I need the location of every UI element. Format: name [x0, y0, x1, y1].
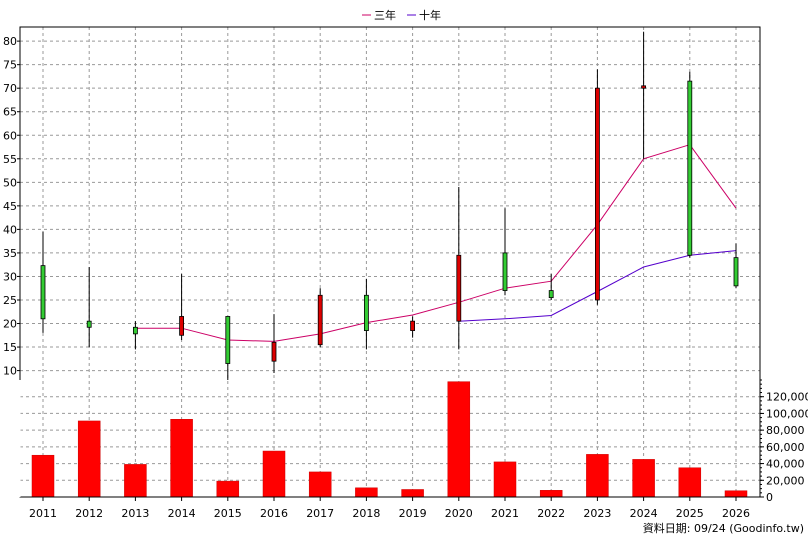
- axes: 2011 2012 2013 2014 2015 2016 2017 2018 2019 2020…: [3, 26, 808, 520]
- x-tick-label: 2026: [722, 507, 750, 520]
- price-tick-label: 60: [3, 129, 17, 142]
- volume-tick-label: 40,000: [766, 458, 805, 471]
- volume-bar: [170, 419, 193, 498]
- x-tick-label: 2018: [352, 507, 380, 520]
- price-tick-label: 65: [3, 106, 17, 119]
- volume-bar: [77, 420, 101, 498]
- volume-bar: [31, 454, 55, 498]
- volume-bar: [447, 381, 471, 498]
- price-tick-label: 15: [3, 341, 17, 354]
- volume-bar: [539, 490, 563, 498]
- volume-tick-label: 80,000: [766, 424, 805, 437]
- candle-body: [225, 316, 231, 364]
- volume-bar: [355, 487, 378, 498]
- volume-bar: [586, 454, 609, 498]
- price-tick-label: 75: [3, 59, 17, 72]
- volume-bar: [308, 471, 332, 498]
- price-tick-label: 50: [3, 176, 17, 189]
- volume-bar: [124, 464, 147, 498]
- x-tick-label: 2023: [583, 507, 611, 520]
- volume-tick-label: 20,000: [766, 474, 805, 487]
- legend-label-three-year: 三年: [374, 8, 396, 22]
- candle-body: [595, 87, 600, 301]
- line-three-year: [135, 144, 737, 342]
- price-tick-label: 70: [3, 82, 17, 95]
- volume-bars: [31, 381, 748, 498]
- candle-body: [132, 326, 138, 335]
- price-tick-label: 40: [3, 223, 17, 236]
- candle-body: [687, 80, 693, 256]
- volume-bar: [724, 490, 748, 498]
- price-tick-label: 20: [3, 318, 17, 331]
- price-tick-label: 35: [3, 247, 17, 260]
- x-tick-label: 2015: [214, 507, 242, 520]
- x-tick-label: 2022: [537, 507, 565, 520]
- x-tick-label: 2016: [260, 507, 288, 520]
- volume-bar: [262, 450, 286, 498]
- x-tick-label: 2014: [168, 507, 196, 520]
- moving-average-lines: [135, 144, 737, 342]
- candle-body: [410, 320, 416, 331]
- candle-body: [179, 316, 185, 336]
- candle-body: [641, 85, 646, 89]
- candle-body: [548, 290, 554, 299]
- grid: [20, 27, 760, 497]
- volume-tick-label: 0: [766, 491, 773, 504]
- x-tick-label: 2011: [29, 507, 57, 520]
- footer-source: 資料日期: 09/24 (Goodinfo.tw): [643, 521, 804, 535]
- price-tick-label: 25: [3, 294, 17, 307]
- x-tick-label: 2025: [676, 507, 704, 520]
- volume-bar: [678, 467, 702, 498]
- candle-body: [456, 254, 462, 322]
- candlesticks: [40, 31, 739, 380]
- candle-body: [271, 341, 277, 362]
- x-tick-label: 2020: [445, 507, 473, 520]
- volume-bar: [216, 480, 240, 498]
- plot-frame: [19, 26, 761, 498]
- candle-body: [86, 320, 92, 328]
- x-tick-label: 2021: [491, 507, 519, 520]
- volume-bar: [401, 489, 424, 498]
- price-tick-label: 80: [3, 35, 17, 48]
- candle-body: [363, 294, 369, 331]
- x-tick-label: 2012: [75, 507, 103, 520]
- legend-label-ten-year: 十年: [419, 8, 441, 22]
- price-tick-label: 55: [3, 153, 17, 166]
- legend: 三年 十年: [362, 8, 441, 22]
- candle-body: [733, 257, 739, 287]
- price-tick-label: 45: [3, 200, 17, 213]
- volume-bar: [632, 459, 655, 498]
- x-tick-label: 2019: [399, 507, 427, 520]
- volume-bar: [493, 461, 517, 498]
- price-tick-label: 10: [3, 365, 17, 378]
- x-tick-label: 2013: [121, 507, 149, 520]
- volume-tick-label: 120,000: [766, 391, 808, 404]
- x-tick-label: 2024: [630, 507, 658, 520]
- price-tick-label: 30: [3, 270, 17, 283]
- candle-body: [40, 265, 46, 320]
- x-tick-label: 2017: [306, 507, 334, 520]
- volume-tick-label: 100,000: [766, 407, 808, 420]
- candle-body: [317, 294, 323, 346]
- candle-body: [502, 252, 508, 291]
- volume-tick-label: 60,000: [766, 441, 805, 454]
